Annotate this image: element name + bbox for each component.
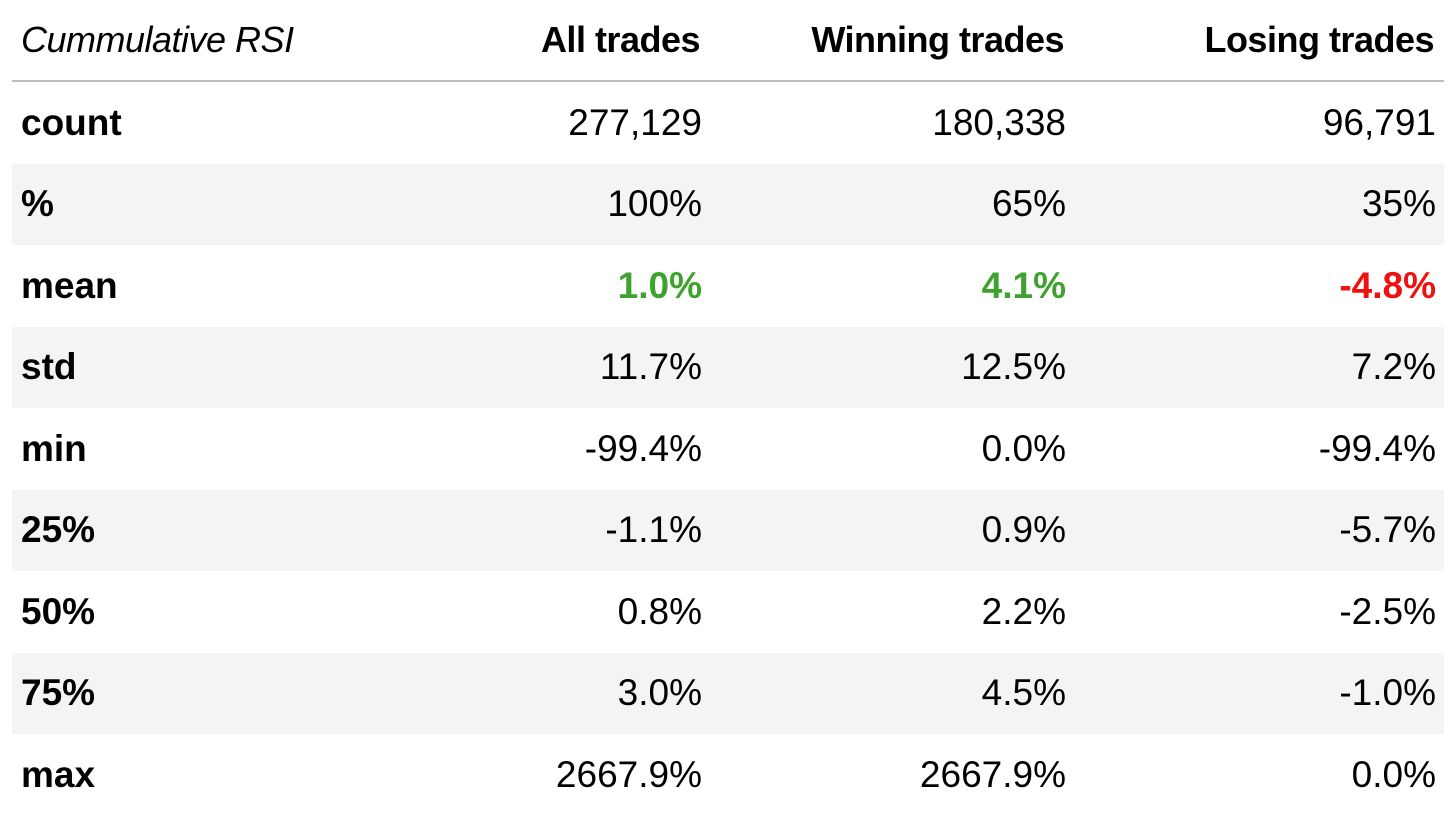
cell-winning-trades: 4.1%: [981, 264, 1066, 306]
cell-losing-trades: -99.4%: [1318, 427, 1436, 469]
index-name-header: Cummulative RSI: [12, 0, 342, 82]
cell-losing-trades: 0.0%: [1351, 753, 1436, 795]
row-label: count: [21, 101, 122, 143]
table-row-percent: % 100% 65% 35%: [12, 163, 1444, 245]
table-row-25th-percentile: 25% -1.1% 0.9% -5.7%: [12, 489, 1444, 571]
header-row: Cummulative RSI All trades Winning trade…: [12, 0, 1444, 82]
table-row-std: std 11.7% 12.5% 7.2%: [12, 326, 1444, 408]
cell-winning-trades: 12.5%: [710, 326, 1074, 408]
cell-all-trades: 2667.9%: [555, 753, 702, 795]
row-label: 50%: [21, 590, 96, 632]
row-label: max: [21, 753, 96, 795]
cell-all-trades: 100%: [342, 163, 710, 245]
table-row-50th-percentile: 50% 0.8% 2.2% -2.5%: [12, 571, 1444, 653]
table-row-75th-percentile: 75% 3.0% 4.5% -1.0%: [12, 652, 1444, 734]
row-label: %: [12, 163, 342, 245]
cell-all-trades: -99.4%: [584, 427, 702, 469]
cell-losing-trades: -2.5%: [1339, 590, 1436, 632]
cell-losing-trades: -4.8%: [1339, 264, 1436, 306]
cell-all-trades: 0.8%: [617, 590, 702, 632]
table-row-max: max 2667.9% 2667.9% 0.0%: [12, 734, 1444, 816]
cell-losing-trades: 96,791: [1322, 101, 1436, 143]
stats-table-container: Cummulative RSI All trades Winning trade…: [12, 0, 1444, 816]
table-row-mean: mean 1.0% 4.1% -4.8%: [12, 245, 1444, 327]
row-label: 75%: [12, 652, 342, 734]
cell-winning-trades: 0.9%: [710, 489, 1074, 571]
cell-winning-trades: 65%: [710, 163, 1074, 245]
table-row-min: min -99.4% 0.0% -99.4%: [12, 408, 1444, 490]
cell-winning-trades: 0.0%: [981, 427, 1066, 469]
cell-all-trades: 3.0%: [342, 652, 710, 734]
cell-losing-trades: 35%: [1074, 163, 1444, 245]
cell-all-trades: 11.7%: [342, 326, 710, 408]
row-label: std: [12, 326, 342, 408]
row-label: mean: [21, 264, 118, 306]
column-header-all-trades: All trades: [342, 0, 710, 82]
cell-winning-trades: 2667.9%: [919, 753, 1066, 795]
cell-all-trades: -1.1%: [342, 489, 710, 571]
column-header-winning-trades: Winning trades: [710, 0, 1074, 82]
column-header-losing-trades: Losing trades: [1074, 0, 1444, 82]
cell-losing-trades: -5.7%: [1074, 489, 1444, 571]
cell-losing-trades: -1.0%: [1074, 652, 1444, 734]
cell-all-trades: 1.0%: [617, 264, 702, 306]
table-header: Cummulative RSI All trades Winning trade…: [12, 0, 1444, 82]
cell-losing-trades: 7.2%: [1074, 326, 1444, 408]
stats-table: Cummulative RSI All trades Winning trade…: [12, 0, 1444, 816]
table-body: count 277,129 180,338 96,791 % 100% 65% …: [12, 81, 1444, 816]
table-row-count: count 277,129 180,338 96,791: [12, 81, 1444, 164]
row-label: min: [21, 427, 87, 469]
row-label: 25%: [12, 489, 342, 571]
cell-winning-trades: 4.5%: [710, 652, 1074, 734]
cell-winning-trades: 180,338: [932, 101, 1066, 143]
cell-all-trades: 277,129: [568, 101, 702, 143]
cell-winning-trades: 2.2%: [981, 590, 1066, 632]
